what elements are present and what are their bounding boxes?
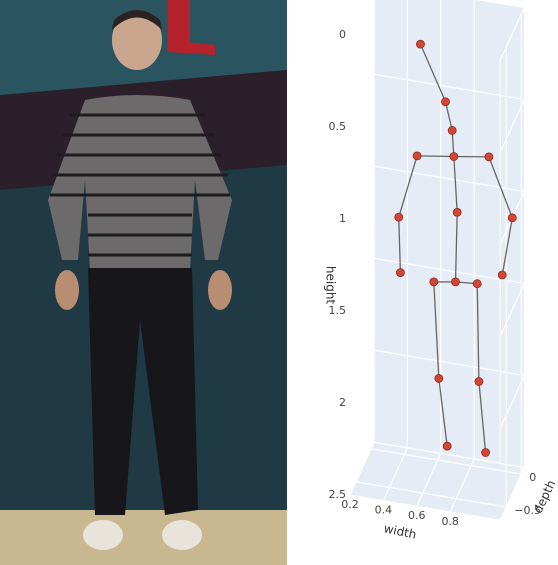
keypoint <box>430 278 438 286</box>
keypoint <box>475 377 483 385</box>
keypoint <box>416 40 424 48</box>
x-axis-title: width <box>382 521 417 542</box>
y-tick-label: 0 <box>339 28 346 41</box>
keypoint <box>448 126 456 134</box>
keypoint <box>450 152 458 160</box>
keypoint <box>396 269 404 277</box>
page: 00.511.522.50.20.40.60.80−0.5 width heig… <box>0 0 558 565</box>
keypoint <box>473 280 481 288</box>
x-tick-label: 0.8 <box>441 515 459 528</box>
y-tick-label: 1 <box>339 212 346 225</box>
y-axis-title: height <box>324 266 338 305</box>
keypoint <box>413 152 421 160</box>
keypoint <box>443 442 451 450</box>
keypoint <box>498 271 506 279</box>
z-tick-label: 0 <box>529 471 536 484</box>
keypoint <box>485 153 493 161</box>
photo <box>0 0 287 565</box>
y-tick-label: 0.5 <box>329 120 347 133</box>
x-tick-label: 0.2 <box>341 498 359 511</box>
keypoint <box>435 374 443 382</box>
keypoint <box>442 98 450 106</box>
y-tick-label: 2 <box>339 396 346 409</box>
bone <box>417 156 454 157</box>
x-tick-label: 0.4 <box>375 504 393 517</box>
keypoint <box>452 278 460 286</box>
x-tick-label: 0.6 <box>408 509 426 522</box>
keypoint <box>482 449 490 457</box>
y-tick-label: 1.5 <box>329 304 347 317</box>
keypoint <box>453 208 461 216</box>
keypoint <box>508 214 516 222</box>
keypoint <box>395 213 403 221</box>
